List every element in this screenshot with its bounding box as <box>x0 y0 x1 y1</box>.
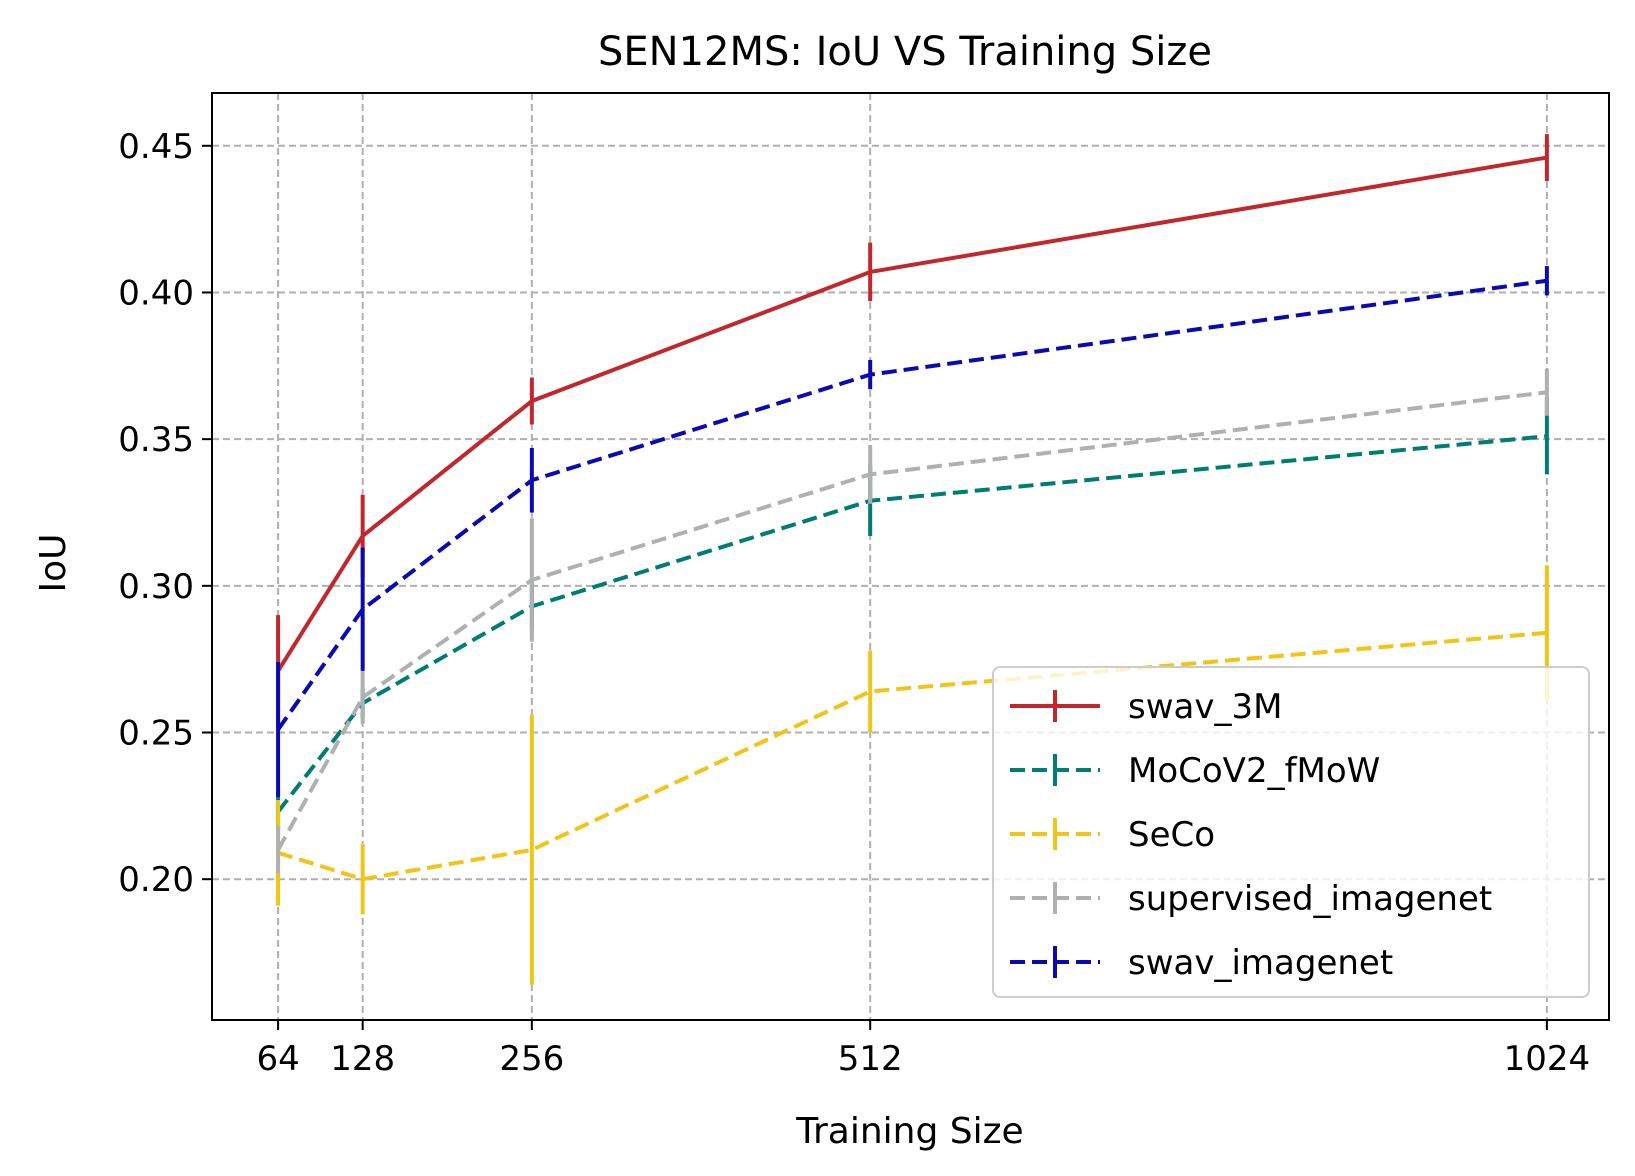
x-tick-label: 128 <box>330 1039 395 1079</box>
grid <box>212 93 1609 1020</box>
legend-item-supervised-imagenet: supervised_imagenet <box>1010 879 1492 919</box>
legend-label-swav-imagenet: swav_imagenet <box>1128 943 1393 983</box>
y-tick-label: 0.40 <box>118 273 194 313</box>
legend-label-swav-3m: swav_3M <box>1128 687 1282 727</box>
x-tick-label: 512 <box>838 1039 903 1079</box>
legend: swav_3M MoCoV2_fMoW SeCo supervised_imagene… <box>992 666 1590 998</box>
legend-item-seco: SeCo <box>1010 815 1215 855</box>
y-tick-label: 0.30 <box>118 567 194 607</box>
legend-item-mocov2-fmow: MoCoV2_fMoW <box>1010 751 1380 791</box>
series-supervised-imagenet <box>276 368 1549 874</box>
y-tick-label: 0.45 <box>118 127 194 167</box>
y-tick-label: 0.20 <box>118 860 194 900</box>
x-axis-label: Training Size <box>795 1111 1023 1152</box>
legend-item-swav-imagenet: swav_imagenet <box>1010 943 1393 983</box>
series-swav-imagenet <box>276 266 1549 798</box>
x-tick-label: 256 <box>499 1039 564 1079</box>
legend-label-supervised-imagenet: supervised_imagenet <box>1128 879 1492 919</box>
legend-frame <box>992 666 1590 998</box>
y-tick-label: 0.25 <box>118 714 194 754</box>
plot-frame <box>211 92 1610 1021</box>
legend-label-seco: SeCo <box>1128 815 1215 855</box>
y-axis-label: IoU <box>33 534 74 593</box>
ticks: 64 128 256 512 1024 0.20 0.25 0.30 0.35 0.40 0.45 <box>118 127 1590 1079</box>
legend-item-swav-3m: swav_3M <box>1010 687 1282 727</box>
chart-title: SEN12MS: IoU VS Training Size <box>598 29 1212 75</box>
legend-label-mocov2-fmow: MoCoV2_fMoW <box>1128 751 1380 791</box>
x-tick-label: 64 <box>256 1039 299 1079</box>
y-tick-label: 0.35 <box>118 420 194 460</box>
x-tick-label: 1024 <box>1504 1039 1591 1079</box>
